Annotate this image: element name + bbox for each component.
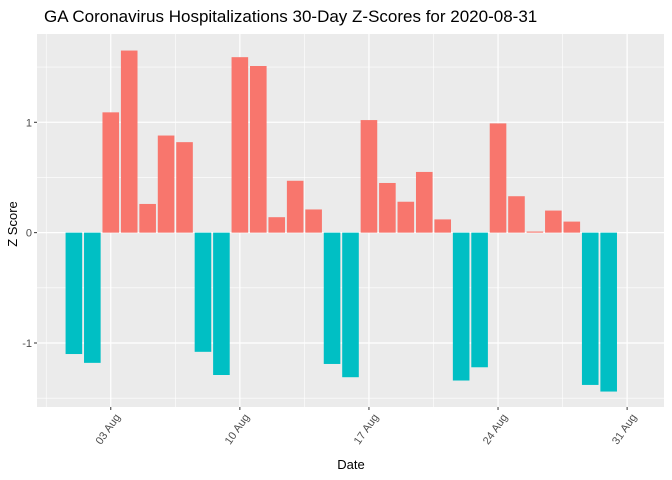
x-axis: 03 Aug 10 Aug 17 Aug 24 Aug 31 Aug (94, 407, 639, 447)
bar (84, 232, 101, 363)
bar (250, 66, 267, 233)
bar (415, 171, 433, 233)
bar (379, 182, 396, 233)
bar (545, 210, 562, 233)
bar (213, 232, 230, 375)
bar (600, 232, 617, 392)
bar (581, 232, 599, 385)
x-axis-title: Date (337, 457, 364, 472)
bar (268, 217, 286, 233)
bar (157, 135, 175, 233)
bar (397, 201, 415, 233)
bar (360, 120, 378, 233)
bar (305, 209, 322, 233)
x-tick-label: 31 Aug (610, 412, 639, 447)
x-tick-label: 03 Aug (94, 412, 123, 447)
y-tick-label: 0 (26, 228, 32, 240)
y-axis-title: Z Score (5, 201, 20, 247)
x-tick-label: 17 Aug (352, 412, 381, 447)
x-tick-label: 10 Aug (223, 412, 252, 447)
bar (139, 203, 156, 233)
bar (342, 232, 359, 378)
y-tick-label: 1 (26, 117, 32, 129)
bar (508, 196, 525, 233)
bar (489, 123, 507, 233)
bar (176, 142, 193, 233)
chart-title: GA Coronavirus Hospitalizations 30-Day Z… (44, 7, 537, 26)
bar (231, 57, 249, 233)
bar (526, 231, 544, 233)
bar (323, 232, 341, 364)
y-tick-label: -1 (22, 338, 32, 350)
bar (102, 112, 120, 233)
bar (194, 232, 212, 352)
bar (471, 232, 488, 368)
bar (286, 180, 304, 233)
x-tick-label: 24 Aug (481, 412, 510, 447)
bar (434, 219, 452, 233)
bar (452, 232, 470, 381)
bar (120, 50, 138, 233)
y-axis: -1 0 1 (22, 117, 37, 350)
bar (563, 221, 581, 233)
bar (65, 232, 83, 355)
bars (65, 50, 617, 392)
